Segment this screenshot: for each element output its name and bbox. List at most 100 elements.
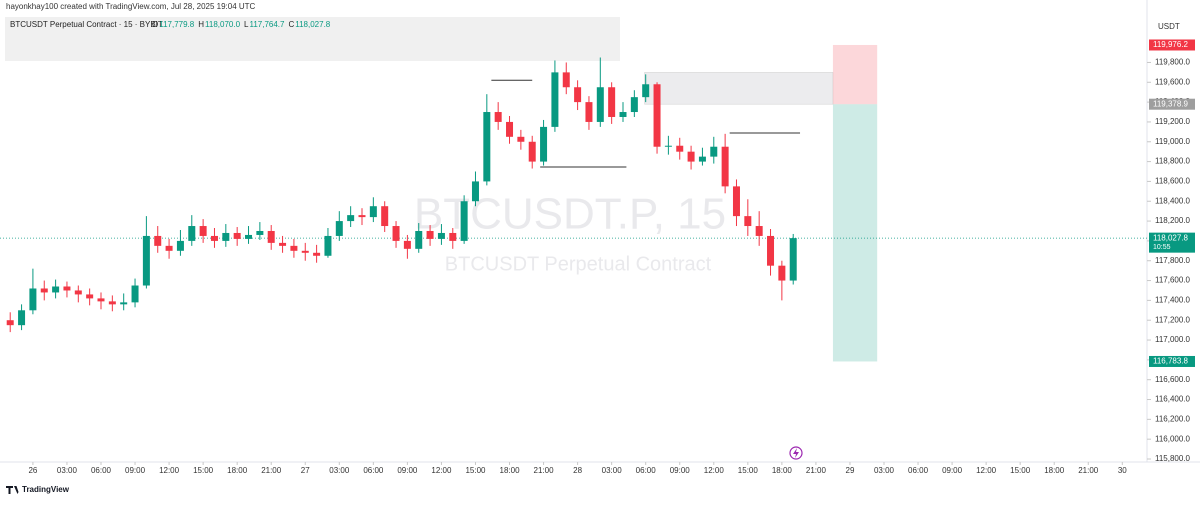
candle-body (721, 146, 729, 187)
legend-value: 117,779.8 (159, 20, 195, 29)
y-tick-label: 116,000.0 (1155, 434, 1191, 443)
y-tick-label: 117,000.0 (1155, 335, 1191, 344)
x-tick-label: 03:00 (57, 466, 78, 475)
candle-body (778, 265, 786, 281)
target-tag-label: 116,783.8 (1153, 357, 1189, 366)
candle-body (698, 156, 706, 162)
y-tick-label: 116,200.0 (1155, 414, 1191, 423)
candle-body (540, 126, 548, 162)
candle-body (755, 226, 763, 236)
candle-body (267, 230, 275, 243)
y-tick-label: 118,200.0 (1155, 216, 1191, 225)
price-tag (1149, 232, 1195, 253)
x-tick-label: 15:00 (1010, 466, 1031, 475)
candle-body (335, 221, 343, 236)
y-tick-label: 117,800.0 (1155, 256, 1191, 265)
y-tick-label: 116,400.0 (1155, 395, 1191, 404)
candle-body (18, 310, 26, 326)
candle-body (52, 286, 60, 293)
candle-body (188, 226, 196, 241)
stop-tag (1149, 39, 1195, 51)
x-tick-label: 15:00 (193, 466, 214, 475)
candle-body (608, 87, 616, 117)
candle-body (483, 112, 491, 182)
candle-body (142, 235, 150, 286)
entry-tag-label: 119,378.9 (1153, 99, 1189, 108)
candle-body (415, 230, 423, 249)
watermark-subtitle: BTCUSDT Perpetual Contract (445, 253, 712, 275)
candle-body (471, 181, 479, 202)
candle-body (426, 230, 434, 239)
position-risk (832, 44, 878, 105)
candle-body (596, 87, 604, 122)
candle-body (551, 72, 559, 127)
candle-body (301, 250, 309, 253)
y-tick-label: 119,000.0 (1155, 137, 1191, 146)
x-tick-label: 28 (573, 466, 582, 475)
candle-body (369, 206, 377, 218)
stop-tag-label: 119,976.2 (1153, 40, 1189, 49)
legend-value: 118,070.0 (205, 20, 241, 29)
candle-body (6, 320, 14, 326)
x-tick-label: 06:00 (363, 466, 384, 475)
x-tick-label: 03:00 (874, 466, 895, 475)
y-tick-label: 118,600.0 (1155, 177, 1191, 186)
legend-value: 117,764.7 (249, 20, 285, 29)
y-tick-label: 116,600.0 (1155, 375, 1191, 384)
candle-body (210, 235, 218, 241)
candle-body (279, 242, 287, 246)
x-tick-label: 30 (1118, 466, 1127, 475)
x-tick-label: 15:00 (465, 466, 486, 475)
candle-body (86, 294, 94, 299)
legend-value: 118,027.8 (295, 20, 331, 29)
candle-body (403, 240, 411, 249)
legend-box (5, 17, 620, 61)
y-tick-label: 119,200.0 (1155, 117, 1191, 126)
legend-key: H (198, 20, 204, 29)
candle-body (767, 235, 775, 266)
candle-body (744, 216, 752, 227)
symbol: BTCUSDT Perpetual Contract · 15 · BYBIT (10, 20, 163, 29)
logo: TradingView (6, 485, 70, 494)
x-tick-label: 12:00 (159, 466, 180, 475)
x-tick-label: 09:00 (942, 466, 963, 475)
x-tick-label: 18:00 (227, 466, 248, 475)
candle-body (732, 186, 740, 217)
candle-body (574, 87, 582, 103)
x-tick-label: 21:00 (534, 466, 555, 475)
candle-body (245, 234, 253, 239)
candle-body (233, 232, 241, 239)
alert-icon (789, 446, 803, 460)
y-tick-label: 118,800.0 (1155, 157, 1191, 166)
y-tick-label: 119,800.0 (1155, 58, 1191, 67)
x-tick-label: 03:00 (329, 466, 350, 475)
candle-body (324, 235, 332, 256)
x-tick-label: 09:00 (670, 466, 691, 475)
y-tick-label: 119,600.0 (1155, 77, 1191, 86)
candle-body (154, 235, 162, 246)
candle-body (108, 301, 116, 305)
candle-body (517, 136, 525, 142)
y-tick-label: 117,400.0 (1155, 295, 1191, 304)
y-tick-label: 118,400.0 (1155, 196, 1191, 205)
candle-body (120, 302, 128, 305)
legend-key: O (152, 20, 158, 29)
entry-tag (1149, 98, 1195, 110)
candle-body (290, 245, 298, 251)
price-tag-label: 118,027.8 (1153, 233, 1189, 242)
candle-body (97, 298, 105, 302)
x-tick-label: 18:00 (500, 466, 521, 475)
candle-body (29, 288, 37, 311)
candle-body (460, 201, 468, 241)
x-tick-label: 21:00 (1078, 466, 1099, 475)
header: hayonkhay100 created with TradingView.co… (6, 2, 256, 11)
x-tick-label: 26 (28, 466, 37, 475)
x-tick-label: 12:00 (976, 466, 997, 475)
x-tick-label: 12:00 (431, 466, 452, 475)
countdown: 10:55 (1153, 244, 1171, 251)
x-tick-label: 27 (301, 466, 310, 475)
candle-body (131, 285, 139, 303)
candle-body (176, 240, 184, 251)
x-tick-label: 09:00 (125, 466, 146, 475)
position-reward (832, 104, 878, 362)
